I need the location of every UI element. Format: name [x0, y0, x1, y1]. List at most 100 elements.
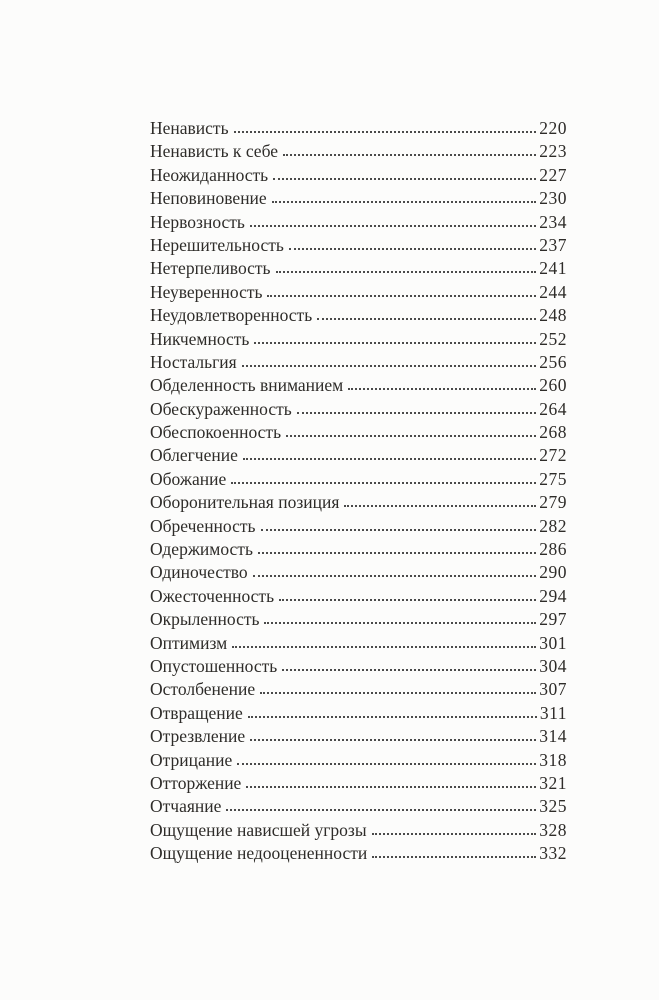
toc-entry-title: Отвращение	[150, 702, 243, 723]
toc-leader-dots	[372, 856, 537, 859]
toc-leader-dots	[348, 388, 537, 391]
toc-entry-title: Окрыленность	[150, 609, 260, 630]
toc-row: Ожесточенность 294	[150, 585, 567, 608]
toc-entry-page: 237	[539, 234, 567, 255]
toc-entry-page: 321	[539, 772, 567, 793]
toc-row: Обреченность 282	[150, 515, 567, 538]
toc-entry-page: 311	[539, 702, 567, 723]
toc-row: Отрезвление 314	[150, 725, 567, 748]
toc-row: Отчаяние 325	[150, 795, 567, 818]
toc-entry-page: 260	[539, 375, 567, 396]
toc-leader-dots	[260, 692, 537, 695]
toc-list: Ненависть 220 Ненависть к себе 223 Неожиданн…	[150, 117, 567, 866]
toc-row: Ощущение нависшей угрозы 328	[150, 819, 567, 842]
toc-leader-dots	[233, 131, 537, 133]
toc-leader-dots	[271, 201, 537, 204]
toc-row: Опустошенность 304	[150, 655, 567, 678]
toc-row: Обеспокоенность 268	[150, 421, 567, 444]
toc-entry-page: 268	[539, 422, 567, 443]
toc-leader-dots	[275, 271, 537, 274]
toc-leader-dots	[252, 575, 537, 578]
toc-row: Обделенность вниманием 260	[150, 374, 567, 397]
toc-row: Остолбенение 307	[150, 678, 567, 701]
toc-row: Ощущение недооцененности 332	[150, 842, 567, 865]
toc-entry-title: Облегчение	[150, 445, 238, 466]
toc-leader-dots	[282, 668, 537, 671]
toc-entry-title: Обескураженность	[150, 398, 292, 419]
toc-row: Обожание 275	[150, 468, 567, 491]
toc-entry-title: Ожесточенность	[150, 585, 275, 606]
toc-entry-title: Оборонительная позиция	[150, 492, 340, 513]
toc-row: Ненависть к себе 223	[150, 140, 567, 163]
toc-leader-dots	[257, 552, 537, 555]
toc-entry-page: 256	[539, 351, 567, 372]
toc-leader-dots	[237, 762, 537, 765]
toc-leader-dots	[283, 154, 537, 157]
toc-leader-dots	[267, 294, 537, 297]
toc-entry-page: 297	[539, 609, 567, 630]
toc-row: Неудовлетворенность 248	[150, 304, 567, 327]
toc-entry-page: 230	[539, 188, 567, 209]
toc-row: Нерешительность 237	[150, 234, 567, 257]
toc-entry-page: 275	[539, 468, 567, 489]
toc-entry-title: Отторжение	[150, 772, 242, 793]
toc-entry-page: 307	[539, 679, 567, 700]
toc-leader-dots	[250, 739, 537, 742]
toc-leader-dots	[296, 411, 537, 414]
toc-entry-title: Оптимизм	[150, 632, 228, 653]
toc-entry-page: 252	[539, 328, 567, 349]
toc-entry-title: Ностальгия	[150, 351, 237, 372]
toc-entry-title: Ощущение нависшей угрозы	[150, 819, 367, 840]
toc-row: Ненависть 220	[150, 117, 567, 140]
toc-entry-page: 301	[539, 632, 567, 653]
toc-row: Неуверенность 244	[150, 281, 567, 304]
toc-entry-page: 304	[539, 655, 567, 676]
toc-entry-title: Опустошенность	[150, 655, 278, 676]
toc-entry-title: Остолбенение	[150, 679, 256, 700]
toc-entry-title: Обреченность	[150, 515, 256, 536]
toc-entry-title: Отчаяние	[150, 796, 222, 817]
toc-entry-page: 286	[539, 539, 567, 560]
toc-entry-title: Нерешительность	[150, 234, 284, 255]
toc-row: Оборонительная позиция 279	[150, 491, 567, 514]
toc-entry-title: Ненависть к себе	[150, 141, 279, 162]
toc-entry-page: 220	[539, 118, 567, 138]
toc-row: Неповиновение 230	[150, 187, 567, 210]
toc-leader-dots	[344, 505, 537, 508]
toc-entry-title: Отрицание	[150, 749, 233, 770]
toc-entry-page: 325	[539, 796, 567, 817]
toc-leader-dots	[371, 832, 537, 835]
toc-entry-page: 223	[539, 141, 567, 162]
toc-entry-title: Обожание	[150, 468, 227, 489]
toc-entry-page: 234	[539, 211, 567, 232]
toc-row: Одержимость 286	[150, 538, 567, 561]
toc-entry-page: 272	[539, 445, 567, 466]
toc-row: Неожиданность 227	[150, 164, 567, 187]
toc-entry-title: Неудовлетворенность	[150, 305, 313, 326]
toc-entry-title: Одержимость	[150, 539, 253, 560]
toc-entry-page: 244	[539, 281, 567, 302]
toc-leader-dots	[273, 177, 537, 180]
toc-leader-dots	[226, 809, 537, 812]
toc-entry-title: Обделенность вниманием	[150, 375, 344, 396]
toc-entry-page: 328	[539, 819, 567, 840]
toc-entry-title: Неповиновение	[150, 188, 267, 209]
toc-entry-page: 279	[539, 492, 567, 513]
toc-row: Никчемность 252	[150, 328, 567, 351]
toc-row: Окрыленность 297	[150, 608, 567, 631]
toc-row: Одиночество 290	[150, 561, 567, 584]
toc-row: Обескураженность 264	[150, 398, 567, 421]
toc-row: Ностальгия 256	[150, 351, 567, 374]
toc-entry-title: Ощущение недооцененности	[150, 843, 368, 864]
toc-entry-page: 248	[539, 305, 567, 326]
toc-leader-dots	[254, 341, 537, 344]
toc-leader-dots	[264, 622, 537, 625]
toc-leader-dots	[279, 598, 537, 601]
toc-leader-dots	[231, 481, 537, 484]
toc-leader-dots	[317, 318, 537, 321]
toc-entry-page: 264	[539, 398, 567, 419]
toc-entry-title: Нервозность	[150, 211, 245, 232]
toc-row: Отторжение 321	[150, 772, 567, 795]
toc-entry-title: Нетерпеливость	[150, 258, 271, 279]
